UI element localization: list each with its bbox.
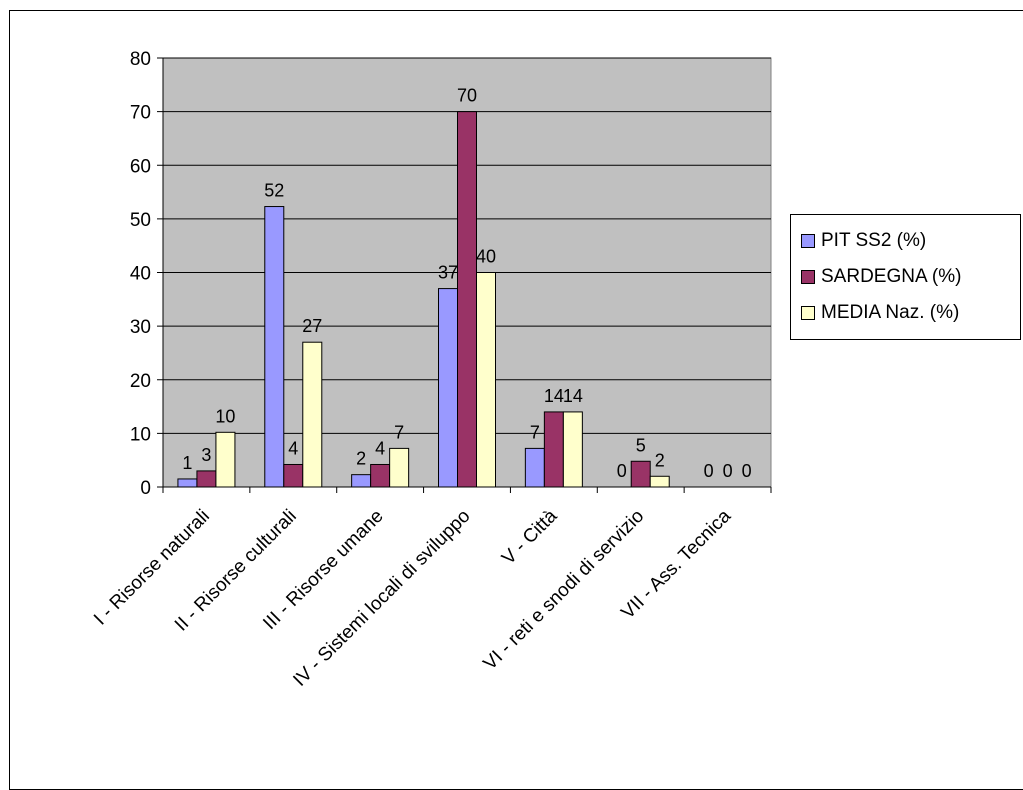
data-label: 70	[457, 86, 477, 106]
data-label: 2	[356, 449, 366, 469]
data-label: 0	[723, 461, 733, 481]
data-label: 14	[563, 386, 583, 406]
data-label: 10	[215, 406, 235, 426]
legend-item-sardegna: SARDEGNA (%)	[791, 259, 1020, 295]
data-label: 27	[302, 316, 322, 336]
legend-item-media: MEDIA Naz. (%)	[791, 295, 1020, 331]
x-tick-label: V - Città	[498, 505, 562, 569]
legend-label-sardegna: SARDEGNA (%)	[821, 266, 962, 287]
data-label: 5	[636, 435, 646, 455]
data-label: 0	[704, 461, 714, 481]
data-label: 14	[544, 386, 564, 406]
data-label: 37	[438, 263, 458, 283]
bar	[351, 474, 372, 488]
data-label: 7	[394, 422, 404, 442]
y-tick-label: 70	[130, 103, 151, 124]
legend-swatch-media	[801, 306, 815, 320]
x-tick-label: IV - Sistemi locali di sviluppo	[289, 506, 474, 691]
data-label: 7	[530, 422, 540, 442]
bar	[389, 447, 410, 488]
bar	[215, 431, 236, 488]
y-tick-label: 30	[130, 317, 151, 338]
bar	[524, 447, 545, 488]
data-label: 4	[288, 438, 298, 458]
y-tick-label: 50	[130, 210, 151, 231]
legend-swatch-sardegna	[801, 270, 815, 284]
y-tick-label: 20	[130, 371, 151, 392]
data-label: 0	[617, 461, 627, 481]
data-label: 2	[655, 450, 665, 470]
y-tick-label: 10	[130, 424, 151, 445]
bar	[457, 111, 477, 488]
legend-swatch-pit	[801, 234, 815, 248]
bar	[302, 341, 323, 488]
legend-item-pit: PIT SS2 (%)	[791, 223, 1020, 259]
data-label: 4	[375, 438, 385, 458]
bar	[264, 206, 285, 488]
bar	[196, 470, 217, 488]
y-tick-label: 0	[140, 478, 151, 499]
data-label: 52	[264, 181, 284, 201]
bar	[283, 463, 304, 488]
legend-label-pit: PIT SS2 (%)	[821, 230, 927, 251]
bar	[177, 478, 198, 488]
y-tick-label: 40	[130, 264, 151, 285]
data-label: 3	[201, 445, 211, 465]
y-tick-label: 80	[130, 49, 151, 70]
x-tick-label: VI - reti e snodi di servizio	[480, 506, 649, 675]
bar	[543, 411, 564, 488]
legend: PIT SS2 (%) SARDEGNA (%) MEDIA Naz. (%)	[790, 214, 1021, 340]
bar	[562, 411, 583, 488]
data-label: 40	[476, 247, 496, 267]
data-label: 0	[742, 461, 752, 481]
bar	[630, 460, 651, 488]
bar	[649, 475, 670, 488]
bar	[370, 463, 391, 488]
legend-label-media: MEDIA Naz. (%)	[821, 302, 960, 323]
y-tick-label: 60	[130, 156, 151, 177]
bar	[476, 272, 496, 488]
bar	[438, 288, 458, 488]
data-label: 1	[182, 453, 192, 473]
